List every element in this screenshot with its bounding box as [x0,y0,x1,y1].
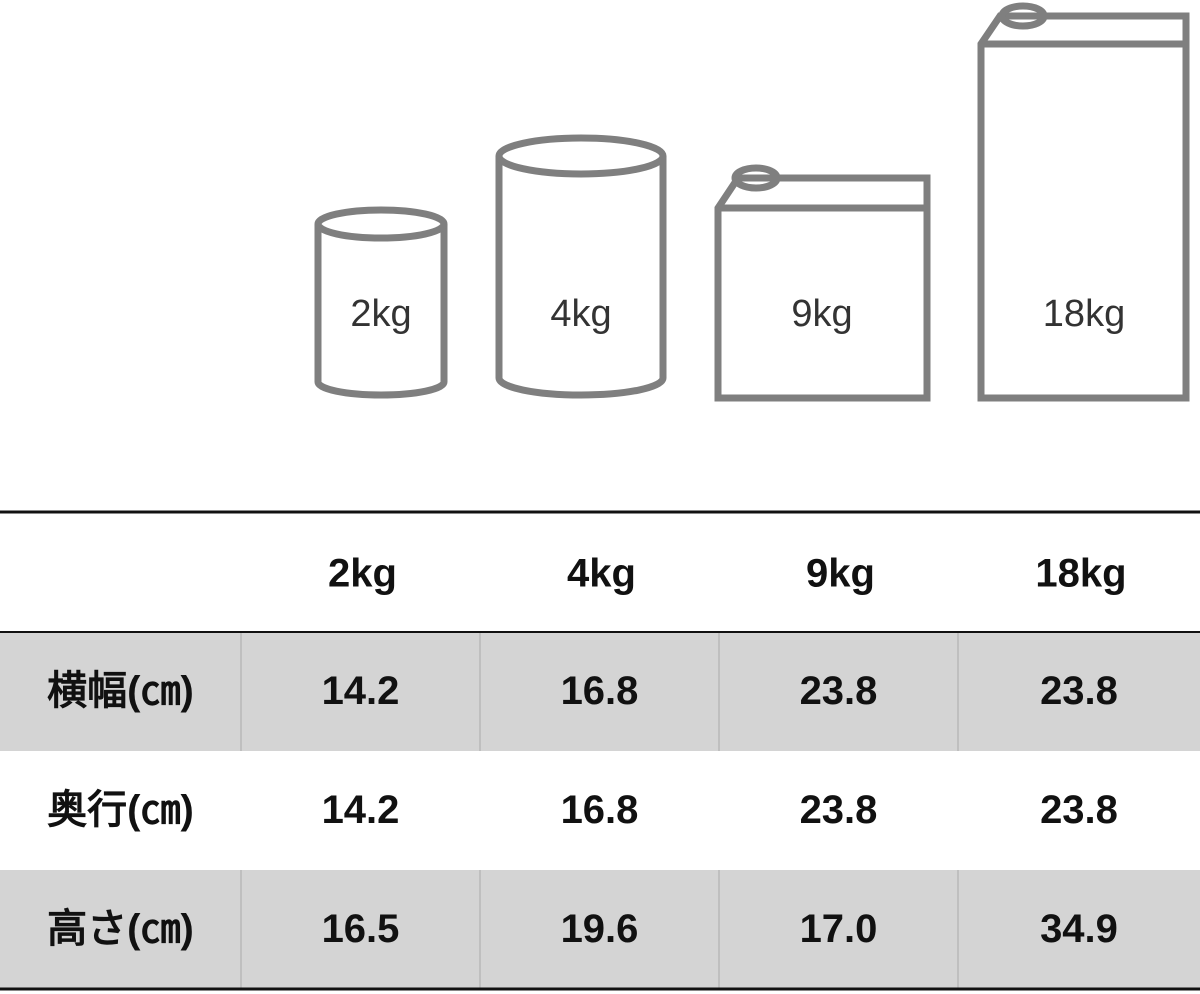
can-icon [495,156,667,399]
jerrycan-icon [977,12,1190,402]
icon-label: 4kg [550,293,611,335]
cell-value: 23.8 [800,669,878,713]
column-header: 4kg [567,552,636,596]
cell-value: 16.8 [561,788,639,832]
cell-value: 23.8 [1040,669,1118,713]
can-top [314,206,448,242]
cell-value: 16.5 [322,907,400,951]
can-top [495,134,667,178]
cell-value: 14.2 [322,788,400,832]
container-icons: 2kg 4kg 9kg 18kg [314,2,1190,402]
row-background [0,870,1200,989]
jerrycan-cap [998,2,1048,30]
spec-table: 2kg 4kg 9kg 18kg 横幅(㎝) 14.2 16.8 23.8 23.8 奥行(㎝) 1… [0,510,1200,991]
cell-value: 16.8 [561,669,639,713]
icon-label: 18kg [1043,293,1125,335]
row-label: 高さ(㎝) [47,907,194,951]
cell-value: 14.2 [322,669,400,713]
icon-label: 2kg [350,293,411,335]
jerrycan-icon [714,174,931,402]
cell-value: 23.8 [800,788,878,832]
jerrycan-cap [731,164,781,192]
cell-value: 23.8 [1040,788,1118,832]
row-label: 横幅(㎝) [47,669,194,713]
column-header: 2kg [328,552,397,596]
column-header: 18kg [1035,552,1126,596]
icon-label: 9kg [791,293,852,335]
column-header: 9kg [806,552,875,596]
row-background [0,632,1200,751]
cell-value: 17.0 [800,907,878,951]
cell-value: 19.6 [561,907,639,951]
can-icon [314,224,448,399]
row-label: 奥行(㎝) [47,788,194,832]
cell-value: 34.9 [1040,907,1118,951]
